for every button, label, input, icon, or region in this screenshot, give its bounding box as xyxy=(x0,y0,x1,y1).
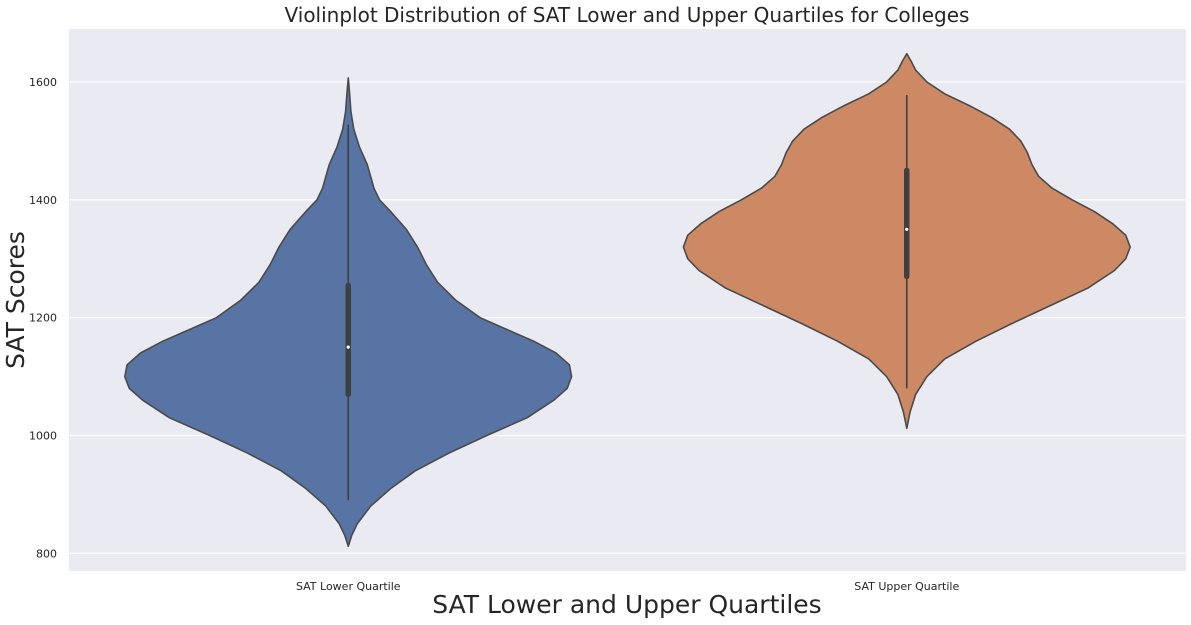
x-axis-label: SAT Lower and Upper Quartiles xyxy=(432,590,821,619)
y-tick-label: 1400 xyxy=(29,194,57,207)
y-tick-label: 800 xyxy=(36,547,57,560)
y-tick-label: 1600 xyxy=(29,76,57,89)
chart-title: Violinplot Distribution of SAT Lower and… xyxy=(285,3,970,27)
x-axis-ticks: SAT Lower Quartile SAT Upper Quartile xyxy=(296,580,960,593)
x-tick-label: SAT Lower Quartile xyxy=(296,580,401,593)
y-axis-ticks: 800 1000 1200 1400 1600 xyxy=(29,76,57,560)
y-tick-label: 1000 xyxy=(29,430,57,443)
violin-median-point xyxy=(905,227,909,231)
y-tick-label: 1200 xyxy=(29,312,57,325)
violins xyxy=(124,52,1131,548)
y-axis-label: SAT Scores xyxy=(1,231,30,369)
x-tick-label: SAT Upper Quartile xyxy=(854,580,959,593)
violin-median-point xyxy=(346,345,350,349)
